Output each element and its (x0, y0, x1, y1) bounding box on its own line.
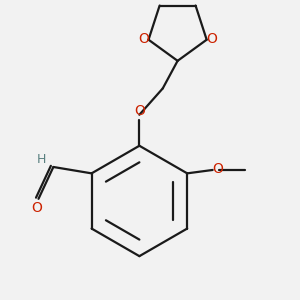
Text: O: O (134, 104, 145, 118)
Text: O: O (212, 162, 223, 176)
Text: O: O (206, 32, 217, 46)
Text: O: O (32, 201, 42, 215)
Text: O: O (138, 32, 149, 46)
Text: H: H (37, 153, 46, 166)
